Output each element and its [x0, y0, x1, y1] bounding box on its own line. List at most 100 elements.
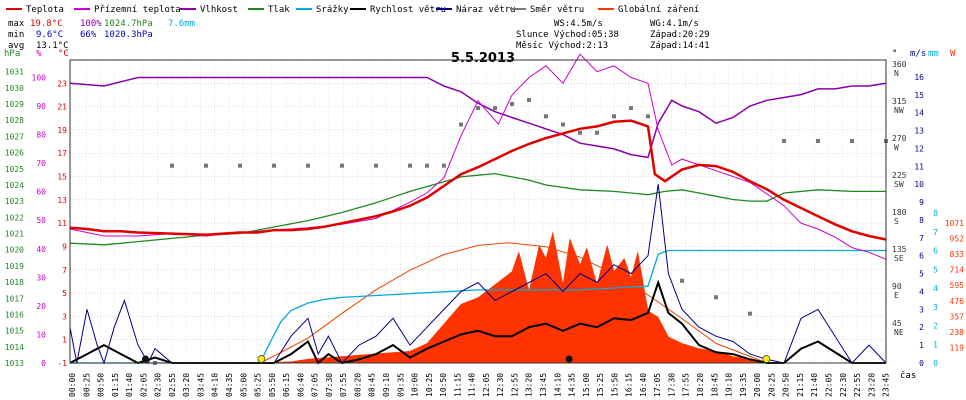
- tick-time: 03:20: [182, 373, 191, 397]
- tick-rad: 357: [950, 312, 965, 321]
- tick-wind: 9: [919, 198, 924, 207]
- tick-time: 15:00: [582, 373, 591, 397]
- stat-max-hum: 100%: [80, 19, 102, 29]
- tick-time: 12:55: [510, 373, 519, 397]
- tick-time: 07:55: [339, 373, 348, 397]
- tick-time: 17:05: [653, 373, 662, 397]
- tick-time: 06:15: [282, 373, 291, 397]
- wind-direction-point: [595, 130, 599, 135]
- tick-hum: 10: [36, 330, 46, 339]
- legend: Teplota Přízemní teplota Vlhkost Tlak Srážky…: [6, 5, 699, 15]
- tick-wind: 5: [919, 270, 924, 279]
- unit-rad: W: [950, 49, 956, 59]
- wind-direction-point: [306, 163, 310, 168]
- wind-direction-point: [714, 295, 718, 300]
- tick-wind: 14: [914, 109, 924, 118]
- tick-temp: 7: [62, 266, 67, 275]
- tick-rad: 119: [950, 343, 965, 352]
- tick-wind: 4: [919, 287, 924, 296]
- tick-rain: 4: [933, 284, 938, 293]
- tick-press: 1029: [5, 100, 24, 109]
- tick-temp: 19: [57, 126, 67, 135]
- tick-time: 22:05: [824, 373, 833, 397]
- tick-press: 1030: [5, 84, 24, 93]
- series-rain: [70, 249, 886, 364]
- legend-entry: Rychlost větru: [370, 5, 446, 15]
- tick-press: 1015: [5, 327, 24, 336]
- moonrise-marker: [141, 355, 149, 363]
- tick-time: 19:10: [725, 373, 734, 397]
- tick-press: 1028: [5, 116, 24, 125]
- series-humidity: [69, 76, 887, 159]
- tick-temp: 5: [62, 289, 67, 298]
- tick-hum: 0: [41, 359, 46, 368]
- wind-direction-point: [476, 106, 480, 111]
- tick-press: 1022: [5, 213, 24, 222]
- wind-direction-point: [442, 163, 446, 168]
- tick-wind: 16: [914, 73, 924, 82]
- wind-direction-point: [170, 163, 174, 168]
- tick-time: 13:45: [539, 373, 548, 397]
- wind-direction-point: [425, 163, 429, 168]
- tick-time: 08:45: [368, 373, 377, 397]
- tick-wind: 7: [919, 234, 924, 243]
- wind-direction-point: [459, 122, 463, 127]
- tick-press: 1031: [5, 68, 24, 77]
- wind-direction-point: [340, 163, 344, 168]
- tick-time: 09:35: [396, 373, 405, 397]
- plot-frame: [69, 59, 887, 364]
- tick-press: 1023: [5, 197, 24, 206]
- tick-wind: 13: [914, 127, 924, 136]
- tick-time: 18:45: [710, 373, 719, 397]
- tick-dir: 90: [892, 282, 902, 291]
- tick-dir: 45: [892, 319, 902, 328]
- tick-time: 06:40: [296, 373, 305, 397]
- stat-min-label: min: [8, 30, 24, 40]
- tick-time: 13:20: [525, 373, 534, 397]
- tick-labels: 2321191715131197531-11009080706050403020…: [5, 60, 964, 397]
- sunrise-marker: [257, 355, 266, 363]
- tick-hum: 80: [36, 131, 46, 140]
- tick-time: 05:50: [268, 373, 277, 397]
- wind-direction-point: [527, 97, 531, 102]
- wind-direction-point: [680, 278, 684, 283]
- tick-time: 17:55: [682, 373, 691, 397]
- tick-hum: 40: [36, 245, 46, 254]
- tick-dir: 180: [892, 208, 907, 217]
- stat-max-rain: 7.6mm: [168, 19, 195, 29]
- tick-time: 11:40: [468, 373, 477, 397]
- wind-direction-point: [612, 114, 616, 119]
- tick-time: 20:50: [782, 373, 791, 397]
- tick-dir-label: E: [894, 291, 899, 300]
- tick-time: 10:50: [439, 373, 448, 397]
- tick-time: 00:25: [82, 373, 91, 397]
- tick-time: 11:15: [453, 373, 462, 397]
- tick-time: 18:20: [696, 373, 705, 397]
- wind-direction-point: [629, 106, 633, 111]
- tick-temp: 21: [57, 103, 67, 112]
- wind-direction-point: [510, 102, 514, 106]
- wind-direction-point: [782, 139, 786, 143]
- stat-max-press: 1024.7hPa: [104, 19, 153, 29]
- tick-temp: 3: [62, 312, 67, 321]
- stats-block: max 19.8°C 100% 1024.7hPa 7.6mm min 9.6°…: [8, 19, 195, 51]
- tick-temp: 13: [57, 196, 67, 205]
- tick-rain: 2: [933, 322, 938, 331]
- info-wg: WG:4.1m/s: [650, 19, 699, 29]
- tick-hum: 60: [36, 188, 46, 197]
- tick-time: 07:30: [325, 373, 334, 397]
- wind-direction-point: [578, 130, 582, 135]
- stat-min-hum: 66%: [80, 30, 97, 40]
- tick-time: 04:10: [211, 373, 220, 397]
- tick-time: 12:05: [482, 373, 491, 397]
- series-ground-temp: [69, 53, 887, 260]
- tick-time: 00:00: [68, 373, 77, 397]
- tick-time: 02:30: [154, 373, 163, 397]
- legend-entry: Teplota: [26, 5, 64, 15]
- tick-rain: 7: [933, 228, 938, 237]
- tick-time: 23:45: [882, 373, 891, 397]
- tick-time: 10:25: [425, 373, 434, 397]
- stat-min-press: 1020.3hPa: [104, 30, 153, 40]
- tick-time: 00:50: [97, 373, 106, 397]
- tick-time: 14:10: [553, 373, 562, 397]
